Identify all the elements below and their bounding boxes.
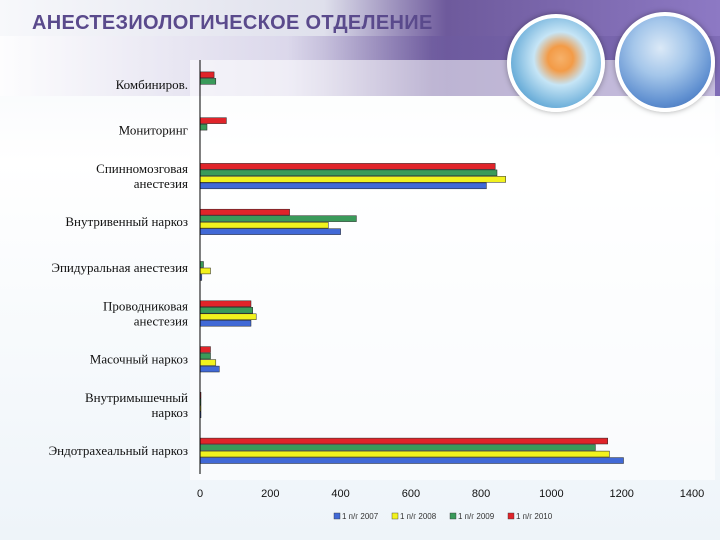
x-tick-label-3: 600 <box>402 488 420 500</box>
category-label-2-1: анестезия <box>134 176 188 191</box>
category-label-7-0: Внутримышечный <box>85 390 188 405</box>
bar-1-3 <box>199 117 227 124</box>
chart-tick-labels: 0 200 400 600 800 1000 1200 1400 <box>197 488 704 500</box>
bar-3-1 <box>199 221 329 229</box>
bar-2-3 <box>199 163 496 170</box>
legend-swatch-2 <box>449 512 457 520</box>
category-label-3-0: Внутривенный наркоз <box>65 214 188 229</box>
category-label-7-1: наркоз <box>151 405 188 420</box>
bar-3-3 <box>199 208 290 216</box>
legend-label-0: 1 п/г 2007 <box>342 512 379 521</box>
bar-5-3 <box>199 300 252 307</box>
bar-2-0 <box>199 182 487 190</box>
category-label-5-0: Проводниковая <box>103 298 188 313</box>
legend-label-3: 1 п/г 2010 <box>516 512 553 521</box>
x-tick-label-5: 1000 <box>539 488 563 500</box>
bar-5-2 <box>199 307 253 314</box>
slide-title: АНЕСТЕЗИОЛОГИЧЕСКОЕ ОТДЕЛЕНИЕ <box>32 12 433 34</box>
chart-plot-area <box>190 60 715 480</box>
chart-legend: 1 п/г 2007 1 п/г 2008 1 п/г 2009 1 п/г 2010 <box>333 512 553 521</box>
bar-4-1 <box>199 267 211 275</box>
category-label-8-0: Эндотрахеальный наркоз <box>49 443 188 458</box>
bar-8-2 <box>199 444 596 451</box>
category-label-4-0: Эпидуральная анестезия <box>51 260 188 275</box>
bar-0-3 <box>199 71 215 79</box>
pills-photo <box>507 14 605 112</box>
bar-8-1 <box>199 450 610 458</box>
category-label-5-1: анестезия <box>134 313 188 328</box>
chart-category-labels: Комбиниров.МониторингСпинномозговаяанест… <box>49 77 188 458</box>
bar-2-1 <box>199 176 506 183</box>
bar-2-2 <box>199 169 498 177</box>
legend-swatch-1 <box>391 512 399 520</box>
bar-6-2 <box>199 352 211 360</box>
legend-label-2: 1 п/г 2009 <box>458 512 495 521</box>
legend-swatch-0 <box>333 512 341 520</box>
x-tick-label-1: 200 <box>261 488 279 500</box>
bar-3-2 <box>199 215 357 222</box>
bar-8-0 <box>199 457 624 464</box>
category-label-6-0: Масочный наркоз <box>90 352 188 367</box>
bar-5-0 <box>199 320 252 327</box>
bar-0-2 <box>199 78 217 85</box>
category-label-2-0: Спинномозговая <box>96 161 188 176</box>
x-tick-label-6: 1200 <box>609 488 633 500</box>
x-tick-label-0: 0 <box>197 488 203 500</box>
bar-3-0 <box>199 228 341 235</box>
bar-6-0 <box>199 365 220 373</box>
bar-6-1 <box>199 359 217 366</box>
bar-1-2 <box>199 123 208 131</box>
category-label-0-0: Комбиниров. <box>116 77 188 92</box>
category-label-1-0: Мониторинг <box>119 123 188 138</box>
x-tick-label-7: 1400 <box>680 488 704 500</box>
x-tick-label-2: 400 <box>331 488 349 500</box>
bar-6-3 <box>199 346 211 353</box>
bar-5-1 <box>199 313 257 320</box>
bar-4-2 <box>199 261 204 268</box>
legend-label-1: 1 п/г 2008 <box>400 512 437 521</box>
legend-swatch-3 <box>507 512 515 520</box>
syringe-photo <box>615 12 715 112</box>
bar-8-3 <box>199 437 608 445</box>
x-tick-label-4: 800 <box>472 488 490 500</box>
